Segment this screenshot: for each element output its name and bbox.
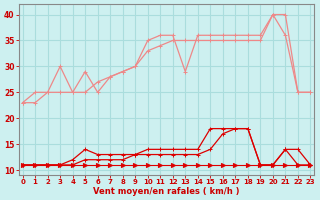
- X-axis label: Vent moyen/en rafales ( km/h ): Vent moyen/en rafales ( km/h ): [93, 187, 240, 196]
